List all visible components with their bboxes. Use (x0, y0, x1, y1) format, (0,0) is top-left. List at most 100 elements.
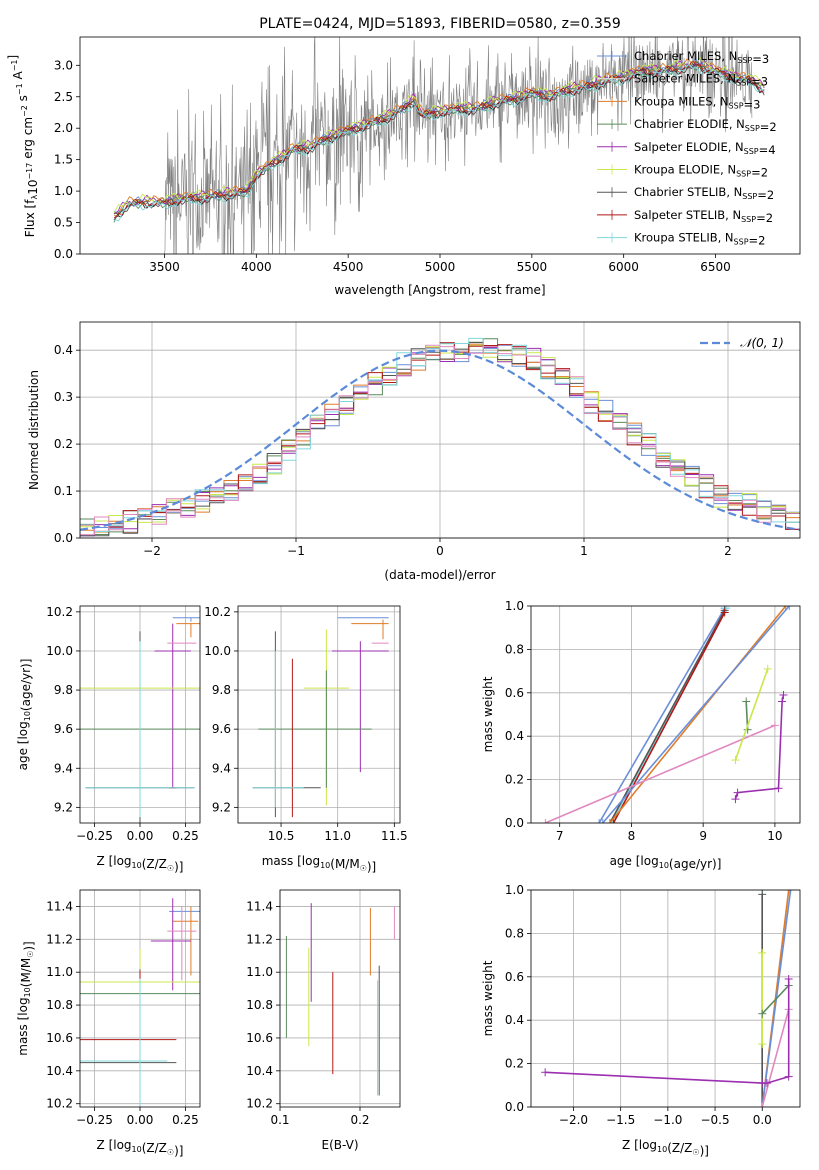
y-axis-label: mass weight (481, 676, 495, 752)
label-part: )] (22, 941, 36, 950)
x-axis-label: Z [log10(Z/Z☉)] (622, 1138, 709, 1158)
label-part: 10 (23, 711, 32, 721)
label-part: 10 (132, 1145, 142, 1154)
label-part: 10 (657, 1145, 667, 1154)
weight-line (609, 609, 726, 823)
label-part: −1 (10, 59, 19, 71)
x-tick-label: 5500 (517, 260, 548, 274)
y-tick-label: 0.4 (505, 1013, 524, 1027)
x-tick-label: 11.5 (381, 829, 408, 843)
label-part: Flux [f (23, 199, 37, 237)
weight-line (609, 606, 787, 823)
y-tick-label: 9.2 (212, 800, 231, 814)
y-tick-label: 10.2 (46, 605, 73, 619)
y-tick-label: 11.4 (246, 899, 273, 913)
y-tick-label: 0.0 (505, 1100, 524, 1114)
label-part: SSP (744, 147, 759, 156)
y-tick-label: 11.0 (46, 965, 73, 979)
x-tick-label: 6500 (700, 260, 731, 274)
y-tick-label: 10.2 (46, 1097, 73, 1111)
label-part: SSP (742, 192, 757, 201)
label-part: Kroupa MILES, N (634, 94, 729, 108)
label-part: −17 (25, 163, 34, 180)
data-spectrum (164, 37, 753, 254)
label-part: λ (30, 195, 39, 200)
axes-frame (279, 889, 401, 1108)
axes-p7: 0.1 0.2 10.2 10.4 10.6 10.8 11.0 11.2 11.4 (246, 890, 400, 1127)
y-tick-label: 11.2 (46, 932, 73, 946)
y-tick-label: 10.2 (204, 605, 231, 619)
p6-plot (80, 898, 200, 1107)
label-part: age [log (610, 854, 659, 868)
label-part: 10 (659, 861, 669, 870)
legend-label: Salpeter ELODIE, NSSP=4 (634, 140, 776, 157)
y-tick-label: 10.4 (46, 1064, 73, 1078)
y-axis-label: Flux [fλ10−17 erg cm−2 s−1 A−1] (6, 55, 40, 237)
x-tick-label: −0.25 (76, 829, 113, 843)
x-tick-label: 1 (580, 544, 588, 558)
label-part: =2 (757, 188, 774, 202)
axes-p8: −2.0 −1.5 −1.0 −0.5 0.0 0.0 0.2 0.4 0.6 0.8 1.0 (505, 883, 800, 1127)
label-part: A (11, 70, 25, 83)
y-tick-label: 0.5 (54, 216, 73, 230)
label-part: Salpeter MILES, N (634, 72, 736, 86)
y-tick-label: 10.0 (204, 644, 231, 658)
label-part: =3 (752, 52, 769, 66)
x-tick-label: 0 (436, 544, 444, 558)
y-tick-label: 10.2 (246, 1097, 273, 1111)
x-tick-label: 11.0 (324, 829, 351, 843)
label-part: )] (174, 1144, 183, 1158)
y-tick-label: 1.5 (54, 153, 73, 167)
label-part: ] (6, 55, 20, 60)
y-tick-label: 11.4 (46, 899, 73, 913)
label-part: =2 (756, 211, 773, 225)
y-tick-label: 0.0 (54, 247, 73, 261)
label-part: −2 (20, 105, 29, 117)
axes-frame (530, 605, 801, 824)
legend-label: Salpeter MILES, NSSP=3 (634, 72, 768, 89)
p7-plot (285, 903, 395, 1096)
label-part: )] (174, 860, 183, 874)
y-tick-label: 0.2 (54, 437, 73, 451)
x-axis-label: E(B-V) (321, 1138, 358, 1152)
label-part: Chabrier MILES, N (634, 49, 737, 63)
label-part: (age/yr)] (19, 659, 33, 711)
label-part: ☉ (26, 951, 35, 958)
label-part: Kroupa STELIB, N (634, 231, 734, 245)
label-part: SSP (737, 56, 752, 65)
y-axis-label: mass weight (481, 960, 495, 1036)
x-tick-label: 8 (628, 829, 636, 843)
label-part: ☉ (360, 864, 367, 873)
legend-label: Kroupa ELODIE, NSSP=2 (634, 163, 768, 180)
x-tick-label: −2 (143, 544, 161, 558)
label-part: Salpeter STELIB, N (634, 208, 741, 222)
x-tick-label: 9 (699, 829, 707, 843)
y-tick-label: 9.8 (54, 683, 73, 697)
model-kroupa-stelib (113, 63, 765, 222)
axes-frame (530, 889, 801, 1108)
y-tick-label: 10.4 (246, 1064, 273, 1078)
label-part: =4 (759, 143, 776, 157)
legend-label: 𝒩(0, 1) (740, 336, 784, 350)
x-tick-label: 7 (556, 829, 564, 843)
legend-label: Chabrier ELODIE, NSSP=2 (634, 117, 777, 134)
label-part: Kroupa ELODIE, N (634, 163, 736, 177)
y-tick-label: 2.0 (54, 121, 73, 135)
weight-line (598, 607, 726, 823)
y-tick-label: 0.8 (505, 642, 524, 656)
axes-frame (79, 321, 801, 539)
x-tick-label: 0.25 (172, 829, 199, 843)
x-tick-label: 0.2 (350, 1113, 369, 1127)
label-part: (age/yr)] (669, 857, 721, 871)
label-part: 10 (26, 180, 40, 195)
axes-p4: 10.5 11.0 11.5 9.2 9.4 9.6 9.8 10.0 10.2 (204, 605, 407, 843)
y-tick-label: 0.1 (54, 484, 73, 498)
label-part: (Z/Z (667, 1141, 692, 1155)
x-tick-label: −1 (287, 544, 305, 558)
label-part: Z [log (622, 1138, 657, 1152)
y-tick-label: 0.6 (505, 686, 524, 700)
x-tick-label: 6000 (608, 260, 639, 274)
x-tick-label: −1.5 (606, 1113, 635, 1127)
label-part: mass [log (262, 854, 320, 868)
